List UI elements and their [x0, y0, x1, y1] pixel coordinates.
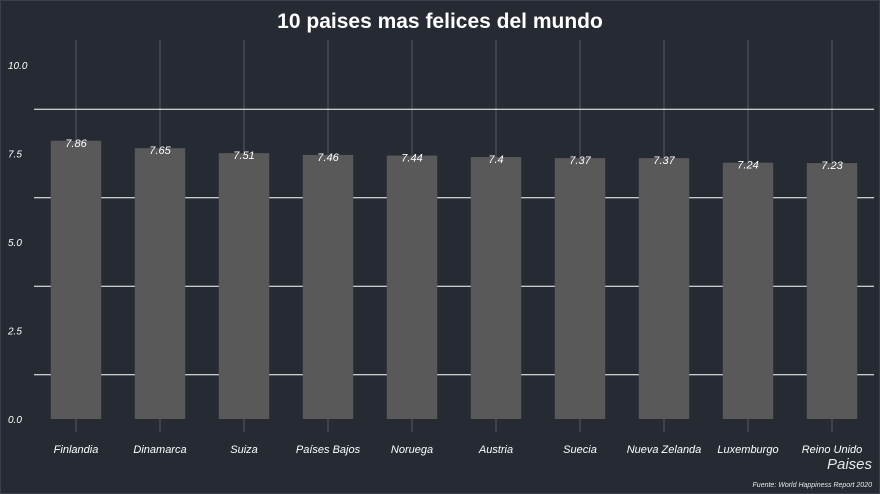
- chart-title: 10 paises mas felices del mundo: [277, 10, 603, 33]
- bar: [302, 154, 354, 419]
- bar: [638, 158, 690, 420]
- value-label: 7.86: [65, 138, 87, 150]
- bar: [470, 157, 522, 420]
- value-label: 7.37: [653, 155, 675, 167]
- chart-caption: Fuente: World Happiness Report 2020: [752, 482, 872, 489]
- value-label: 7.65: [149, 145, 171, 157]
- value-label: 7.24: [737, 160, 758, 172]
- x-tick-label: Noruega: [391, 444, 433, 456]
- x-tick-label: Suiza: [230, 444, 258, 456]
- y-tick-label: 10.0: [8, 61, 28, 72]
- bar: [218, 153, 270, 419]
- y-tick-label: 0.0: [8, 415, 22, 426]
- bar: [554, 158, 606, 420]
- value-label: 7.44: [401, 153, 422, 165]
- y-tick-label: 5.0: [8, 238, 22, 249]
- x-tick-label: Dinamarca: [133, 444, 186, 456]
- x-tick-label: Austria: [478, 444, 513, 456]
- x-tick-label: Finlandia: [54, 444, 99, 456]
- bar: [50, 140, 102, 420]
- value-label: 7.46: [317, 152, 339, 164]
- value-label: 7.37: [569, 155, 591, 167]
- x-axis-title: Paises: [826, 456, 872, 473]
- bar: [134, 148, 186, 419]
- value-labels: 7.86 7.65 7.51 7.46 7.44 7.4 7.37 7.37 7.24 7.23: [65, 138, 843, 172]
- bar: [722, 162, 774, 420]
- x-tick-label: Suecia: [563, 444, 597, 456]
- y-tick-label: 2.5: [7, 327, 22, 338]
- x-tick-label: Reino Unido: [802, 444, 863, 456]
- y-axis-tick-labels: 0.0 2.5 5.0 7.5 10.0: [7, 61, 28, 426]
- x-tick-label: Luxemburgo: [717, 444, 778, 456]
- value-label: 7.23: [821, 160, 843, 172]
- value-label: 7.4: [488, 154, 503, 166]
- bar: [806, 163, 858, 419]
- value-label: 7.51: [233, 150, 254, 162]
- bar: [386, 155, 438, 419]
- x-tick-label: Nueva Zelanda: [627, 444, 702, 456]
- x-tick-label: Países Bajos: [296, 444, 361, 456]
- x-axis-tick-labels: Finlandia Dinamarca Suiza Países Bajos Norue…: [54, 444, 863, 456]
- y-tick-label: 7.5: [8, 150, 22, 161]
- bars: [50, 140, 858, 420]
